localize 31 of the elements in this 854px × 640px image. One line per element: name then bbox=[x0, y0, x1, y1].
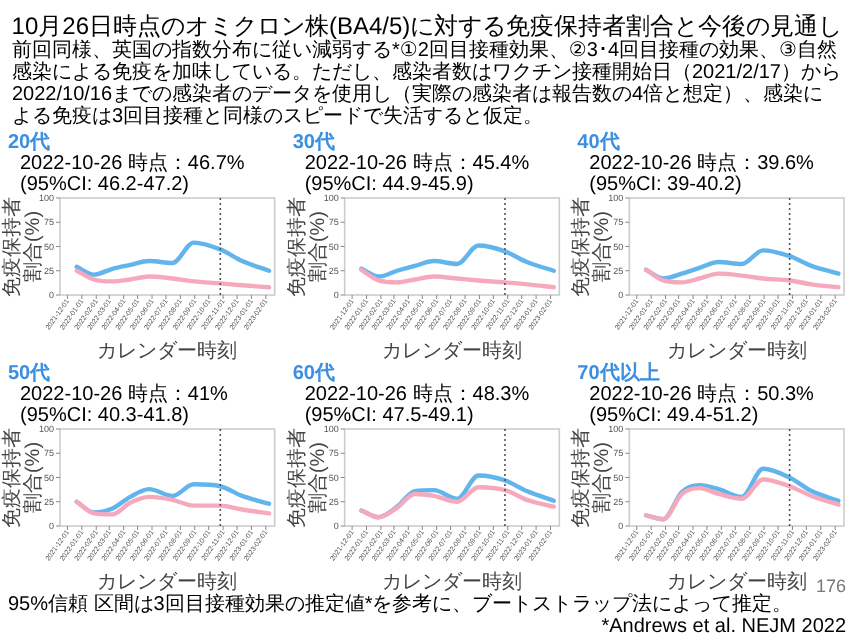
chart-subtitle: 2022-10-26 時点：41% (95%CI: 40.3-41.8) bbox=[20, 382, 229, 427]
text: 95%信頼 区間は3回目接種効果の推定値*を参考に、ブートストラップ法によって推定。 bbox=[8, 592, 793, 616]
chart-title: 40代 bbox=[577, 130, 620, 154]
x-axis-title: カレンダー時刻 bbox=[666, 570, 807, 594]
chart-subtitle: 2022-10-26 時点：39.6% (95%CI: 39-40.2) bbox=[589, 151, 815, 196]
text: 176 bbox=[815, 576, 846, 596]
line-series bbox=[359, 485, 556, 520]
x-axis-title: カレンダー時刻 bbox=[382, 339, 522, 363]
x-axis-title: カレンダー時刻 bbox=[97, 570, 238, 594]
chart-title: 30代 bbox=[292, 130, 335, 154]
chart-title: 20代 bbox=[8, 130, 51, 154]
chart-subtitle: 2022-10-26 時点：46.7% (95%CI: 46.2-47.2) bbox=[20, 151, 245, 196]
chart-subtitle: 2022-10-26 時点：48.3% (95%CI: 47.5-49.1) bbox=[304, 382, 530, 427]
line-series bbox=[359, 243, 556, 279]
x-axis-title: カレンダー時刻 bbox=[666, 339, 807, 363]
line-series bbox=[74, 268, 272, 290]
x-axis-title: カレンダー時刻 bbox=[382, 570, 522, 594]
chart-subtitle: 2022-10-26 時点：45.4% (95%CI: 44.9-45.9) bbox=[304, 151, 530, 196]
chart-subtitle: 2022-10-26 時点：50.3% (95%CI: 49.4-51.2) bbox=[589, 382, 815, 427]
chart-title: 60代 bbox=[292, 361, 335, 385]
line-series bbox=[74, 494, 272, 517]
text: 前回同様、英国の指数分布に従い減弱する*①2回目接種効果、②3･4回目接種の効果、③自然感染による免疫を加味している。ただし、感染者数はワクチン接種開始日（2021/2/17）から2022/10/16までの感染者のデータを使用し（実際の感染者は報告数の4倍と想定）、感染による免疫は3回目接種と同様のスピードで失活すると仮定。 bbox=[12, 38, 841, 128]
line-series bbox=[74, 240, 272, 277]
line-series bbox=[359, 267, 556, 290]
chart-title: 70代以上 bbox=[577, 361, 660, 385]
x-axis-title: カレンダー時刻 bbox=[97, 339, 238, 363]
line-series bbox=[643, 267, 841, 290]
text: *Andrews et al. NEJM 2022 bbox=[601, 616, 847, 638]
chart-title: 50代 bbox=[8, 361, 51, 385]
text: 10月26日時点のオミクロン株(BA4/5)に対する免疫保持者割合と今後の見通し bbox=[11, 12, 843, 40]
line-series bbox=[643, 477, 841, 522]
